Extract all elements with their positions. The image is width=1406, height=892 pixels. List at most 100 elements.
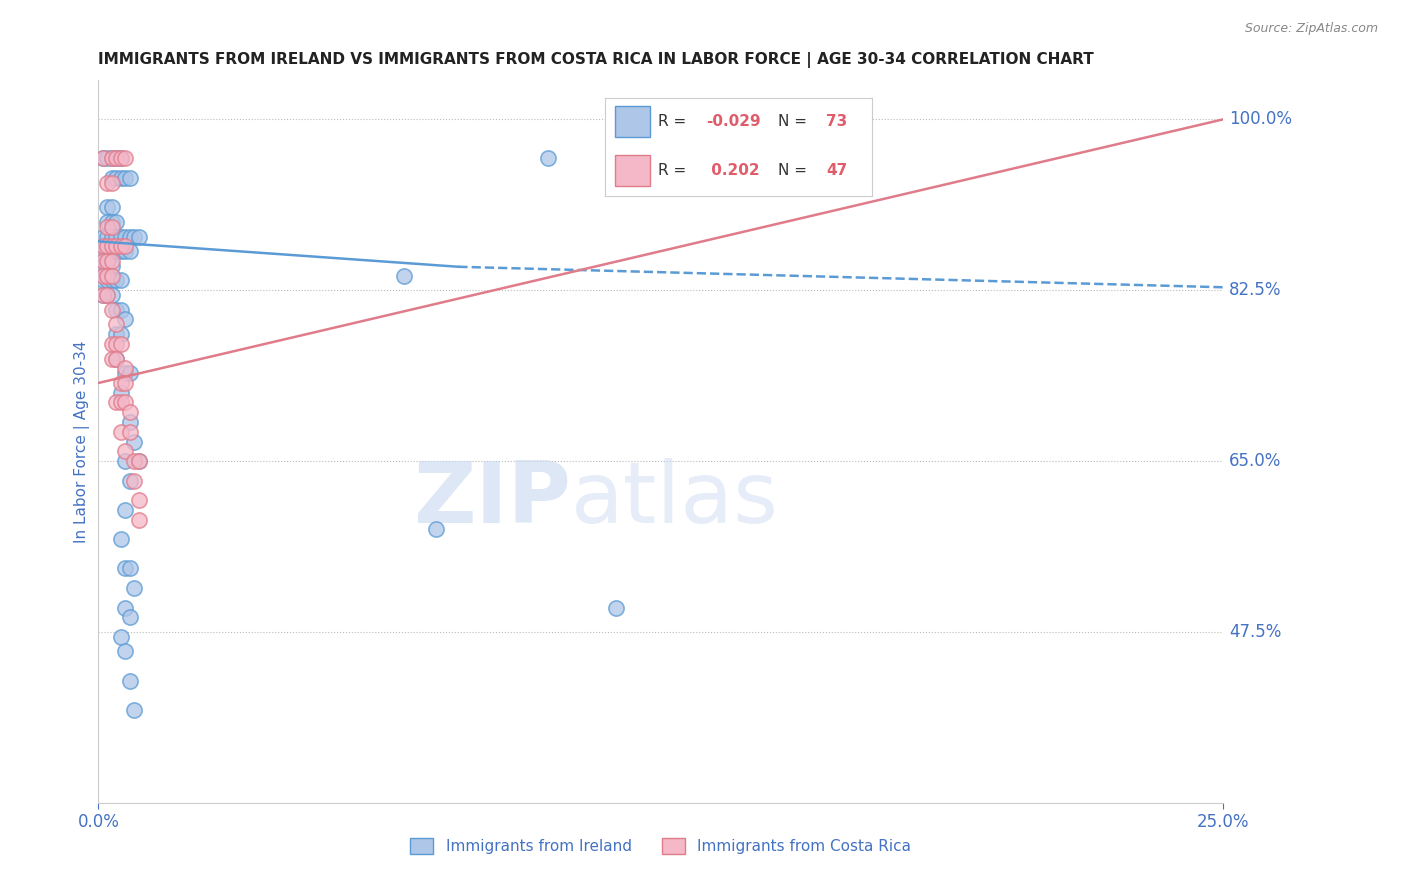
Point <box>96 273 118 287</box>
Point <box>101 170 124 185</box>
Point <box>101 254 124 268</box>
Text: 73: 73 <box>827 114 848 129</box>
Point <box>114 644 136 658</box>
Point <box>101 176 124 190</box>
Point <box>114 376 136 390</box>
Point <box>110 244 132 259</box>
Point <box>91 288 114 302</box>
Point <box>110 425 132 439</box>
Point <box>101 351 124 366</box>
Point <box>105 318 128 332</box>
Point <box>91 229 114 244</box>
Point <box>101 229 124 244</box>
Point <box>110 273 132 287</box>
Point <box>124 474 146 488</box>
Point <box>96 288 118 302</box>
Point <box>96 288 118 302</box>
Point <box>124 581 146 595</box>
Point <box>118 673 141 688</box>
Point <box>128 454 150 468</box>
Point <box>101 288 124 302</box>
Point <box>101 152 124 166</box>
Point <box>96 200 118 214</box>
Bar <box>616 155 650 186</box>
Point <box>128 454 150 468</box>
Point <box>114 444 136 458</box>
Point <box>105 239 128 253</box>
Point <box>110 376 132 390</box>
Point <box>96 176 118 190</box>
Point <box>96 244 118 259</box>
Point <box>128 513 150 527</box>
Text: -0.029: -0.029 <box>706 114 761 129</box>
Point <box>91 244 114 259</box>
Point <box>110 239 132 253</box>
Point <box>110 395 132 409</box>
Point <box>114 361 136 376</box>
Point <box>114 152 136 166</box>
Point <box>118 561 141 575</box>
Point <box>91 259 114 273</box>
Point <box>118 610 141 624</box>
Point <box>96 219 118 234</box>
Text: Source: ZipAtlas.com: Source: ZipAtlas.com <box>1244 22 1378 36</box>
Text: N =: N = <box>779 163 813 178</box>
Point <box>105 351 128 366</box>
Point <box>105 302 128 317</box>
Point <box>101 268 124 283</box>
Point <box>91 152 114 166</box>
Text: 47.5%: 47.5% <box>1229 623 1281 641</box>
Point <box>101 215 124 229</box>
Point <box>110 229 132 244</box>
Point <box>124 454 146 468</box>
Point <box>105 351 128 366</box>
Point <box>114 170 136 185</box>
Bar <box>616 106 650 137</box>
Text: 47: 47 <box>827 163 848 178</box>
Point <box>627 122 650 136</box>
Point <box>110 385 132 400</box>
Point <box>91 268 114 283</box>
Point <box>114 561 136 575</box>
Point <box>118 415 141 429</box>
Point <box>96 229 118 244</box>
Point <box>394 268 416 283</box>
Point <box>101 200 124 214</box>
Point <box>101 219 124 234</box>
Point <box>124 703 146 717</box>
Point <box>101 302 124 317</box>
Point <box>101 273 124 287</box>
Point <box>114 503 136 517</box>
Point <box>537 152 560 166</box>
Point <box>105 395 128 409</box>
Point <box>101 259 124 273</box>
Point <box>105 244 128 259</box>
Point <box>110 532 132 546</box>
Point <box>105 273 128 287</box>
Point <box>105 152 128 166</box>
Point <box>605 152 627 166</box>
Point <box>96 254 118 268</box>
Point <box>110 630 132 644</box>
Point <box>110 302 132 317</box>
Text: 65.0%: 65.0% <box>1229 452 1281 470</box>
Point <box>96 259 118 273</box>
Point <box>105 337 128 351</box>
Point <box>105 152 128 166</box>
Point <box>96 215 118 229</box>
Point <box>425 523 447 537</box>
Point <box>110 152 132 166</box>
Point <box>118 366 141 380</box>
Text: N =: N = <box>779 114 813 129</box>
Point <box>118 425 141 439</box>
Point <box>96 152 118 166</box>
Point <box>105 215 128 229</box>
Point <box>124 434 146 449</box>
Point <box>110 327 132 342</box>
Point <box>105 327 128 342</box>
Point <box>118 405 141 419</box>
Point <box>114 312 136 326</box>
Point <box>605 600 627 615</box>
Point <box>128 229 150 244</box>
Point <box>105 170 128 185</box>
